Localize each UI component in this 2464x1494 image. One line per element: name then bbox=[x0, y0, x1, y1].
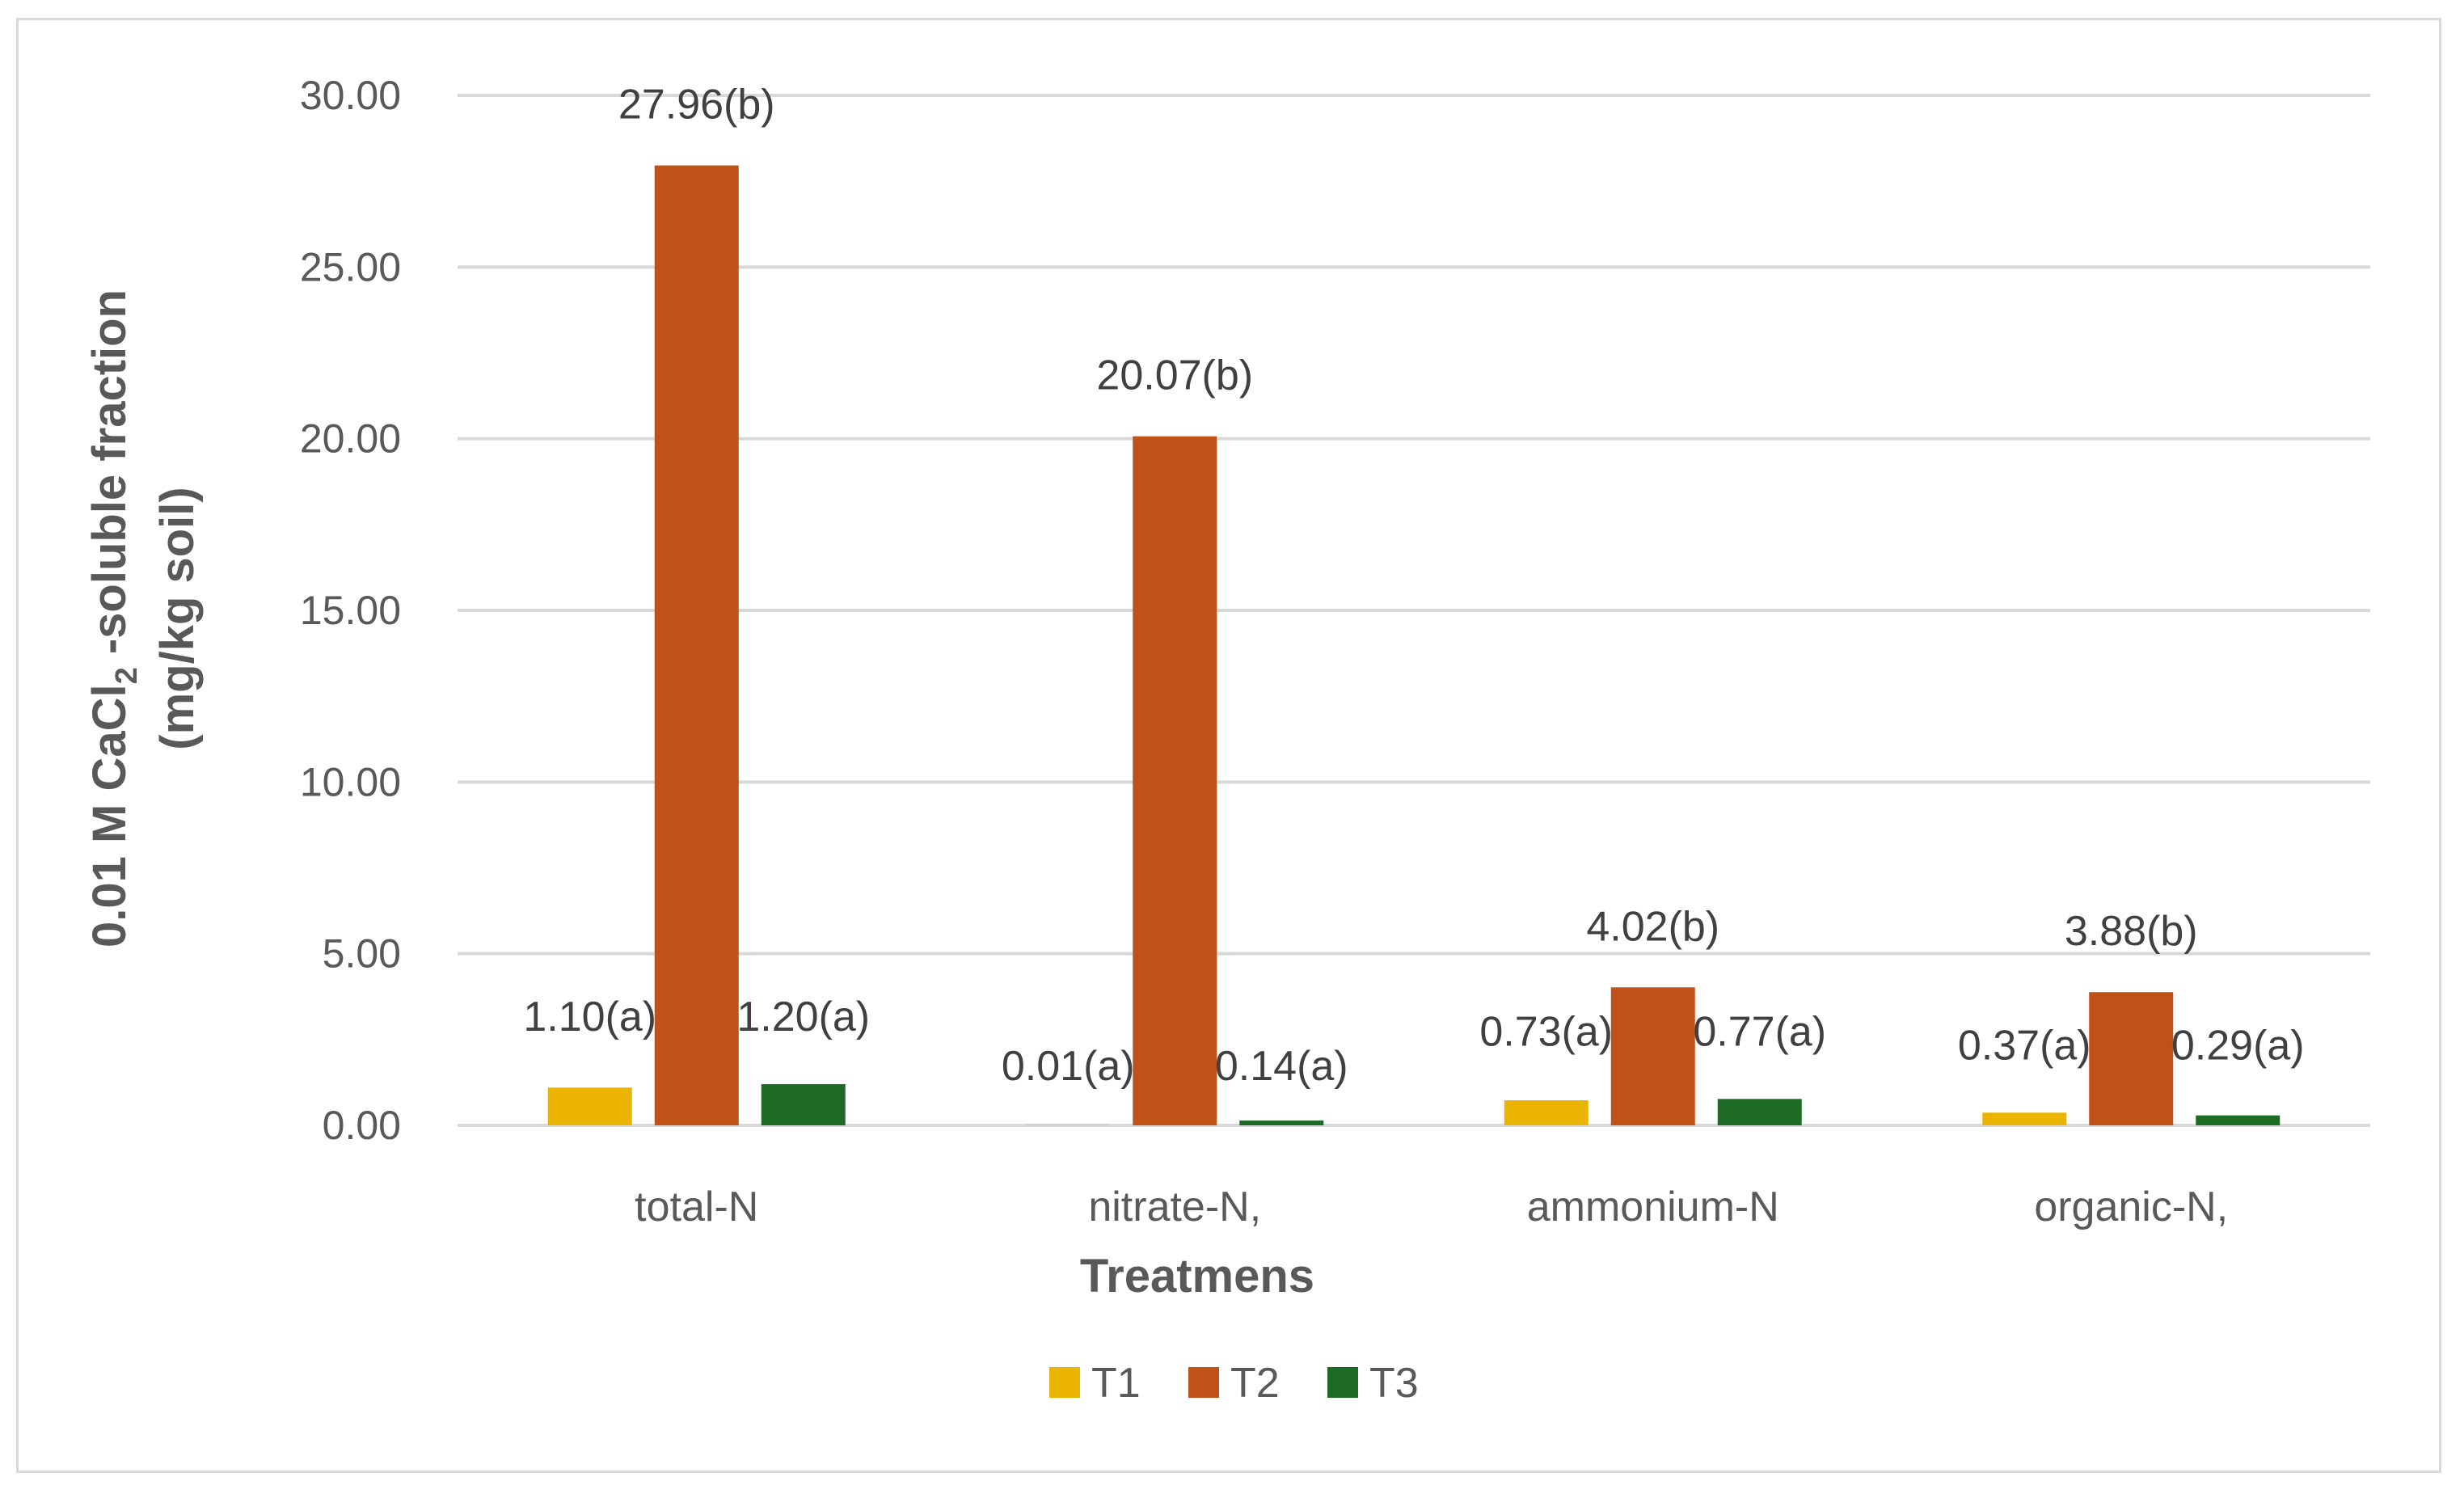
bars bbox=[547, 165, 2280, 1126]
x-axis-title: Treatmens bbox=[1080, 1250, 1314, 1302]
data-label: 0.77(a) bbox=[1693, 1008, 1826, 1055]
y-tick-label: 0.00 bbox=[323, 1103, 401, 1148]
y-axis-ticks: 0.00 5.00 10.00 15.00 20.00 25.00 30.00 bbox=[300, 73, 401, 1148]
data-label: 0.37(a) bbox=[1958, 1022, 2091, 1069]
x-category-label: ammonium-N bbox=[1527, 1184, 1779, 1230]
y-tick-label: 25.00 bbox=[300, 244, 401, 289]
data-label: 27.96(b) bbox=[618, 82, 775, 129]
x-category-label: nitrate-N, bbox=[1088, 1184, 1261, 1230]
bar-t2 bbox=[1610, 987, 1695, 1125]
data-label: 3.88(b) bbox=[2065, 908, 2198, 955]
legend-swatch-t3 bbox=[1327, 1367, 1358, 1398]
data-label: 20.07(b) bbox=[1096, 352, 1253, 399]
bar-t3 bbox=[2196, 1115, 2280, 1125]
data-label: 1.20(a) bbox=[736, 994, 870, 1040]
y-axis-title-line1: 0.01 M CaCl bbox=[83, 684, 136, 947]
x-category-label: organic-N, bbox=[2034, 1184, 2228, 1230]
data-label: 0.14(a) bbox=[1215, 1043, 1348, 1090]
y-tick-label: 5.00 bbox=[323, 931, 401, 977]
y-tick-label: 15.00 bbox=[300, 588, 401, 633]
data-labels: 1.10(a) 27.96(b) 1.20(a) 0.01(a) 20.07(b) 0.1… bbox=[523, 82, 2304, 1090]
x-category-label: total-N bbox=[635, 1184, 758, 1230]
y-axis-title-subscript: 2 bbox=[110, 667, 144, 684]
gridlines bbox=[458, 94, 2370, 1127]
chart-frame bbox=[16, 18, 2441, 1473]
y-tick-label: 10.00 bbox=[300, 759, 401, 804]
legend-swatch-t2 bbox=[1188, 1367, 1219, 1398]
bar-t3 bbox=[1717, 1099, 1802, 1125]
y-axis-title-line1-suffix: -soluble fraction bbox=[83, 289, 136, 667]
y-axis-title: 0.01 M CaCl2 -soluble fraction (mg/kg so… bbox=[83, 289, 204, 947]
y-tick-label: 30.00 bbox=[300, 73, 401, 118]
bar-t2 bbox=[2089, 992, 2174, 1125]
legend: T1 T2 T3 bbox=[1049, 1360, 1419, 1407]
data-label: 4.02(b) bbox=[1586, 903, 1719, 950]
bar-t3 bbox=[1239, 1120, 1324, 1125]
x-axis-categories: total-N nitrate-N, ammonium-N organic-N, bbox=[635, 1184, 2228, 1230]
bar-t1 bbox=[547, 1087, 632, 1125]
legend-label-t3: T3 bbox=[1369, 1360, 1419, 1407]
data-label: 0.01(a) bbox=[1002, 1043, 1135, 1090]
bar-t3 bbox=[761, 1084, 846, 1125]
data-label: 0.73(a) bbox=[1479, 1008, 1613, 1055]
bar-t1 bbox=[1504, 1099, 1589, 1125]
legend-swatch-t1 bbox=[1049, 1367, 1080, 1398]
bar-t2 bbox=[654, 165, 739, 1126]
legend-label-t2: T2 bbox=[1230, 1360, 1280, 1407]
y-tick-label: 20.00 bbox=[300, 416, 401, 462]
data-label: 0.29(a) bbox=[2171, 1022, 2305, 1069]
data-label: 1.10(a) bbox=[523, 994, 656, 1040]
legend-label-t1: T1 bbox=[1091, 1360, 1141, 1407]
y-axis-title-line2: (mg/kg soil) bbox=[151, 487, 204, 749]
bar-t2 bbox=[1133, 436, 1217, 1125]
svg-text:0.01 M CaCl2 -soluble fraction: 0.01 M CaCl2 -soluble fraction bbox=[83, 289, 144, 947]
bar-t1 bbox=[1982, 1112, 2067, 1125]
